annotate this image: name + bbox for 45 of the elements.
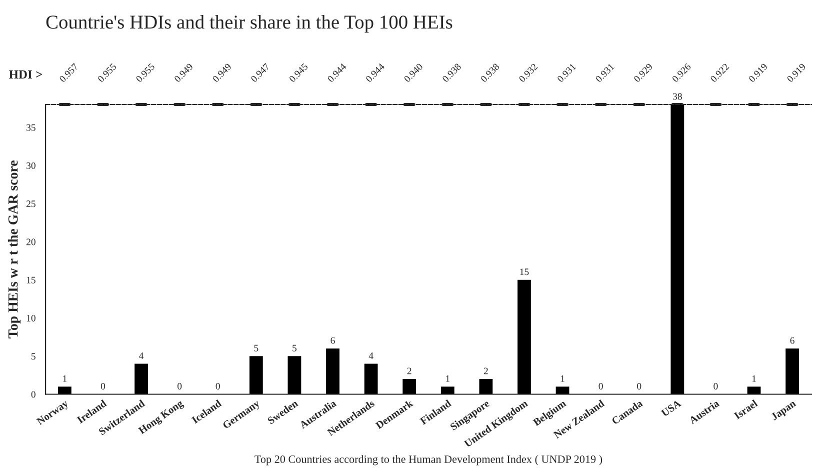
text: HDI >	[8, 70, 42, 79]
data-label: 0	[637, 382, 642, 390]
y-tick-label: 30	[26, 162, 36, 169]
bar	[58, 386, 72, 394]
data-label: 1	[63, 375, 67, 382]
bar	[440, 386, 454, 394]
bar	[786, 348, 799, 394]
data-label: 4	[139, 352, 144, 359]
data-label: 1	[560, 375, 564, 382]
data-label: 2	[407, 368, 412, 374]
bar	[364, 364, 378, 394]
data-label: 1	[446, 375, 450, 382]
data-label: 0	[598, 382, 603, 390]
y-tick-label: 20	[26, 238, 36, 246]
data-label: 2	[484, 368, 488, 374]
y-tick-label: 25	[26, 200, 36, 208]
y-tick-label: 0	[31, 391, 36, 398]
bar	[479, 379, 493, 394]
bar	[402, 379, 416, 394]
data-label: 0	[714, 382, 718, 390]
bar	[518, 280, 531, 394]
data-label: 0	[178, 382, 182, 390]
y-tick-label: 35	[26, 124, 36, 131]
y-tick-label: 10	[26, 314, 36, 322]
data-label: 15	[520, 268, 529, 276]
bar	[134, 364, 148, 394]
data-label: 1	[752, 375, 756, 382]
data-label: 6	[790, 337, 794, 344]
x-tick-label: USA	[660, 399, 682, 417]
x-axis-title: Top 20 Countries according to the Human Development Index ( UNDP 2019 )	[254, 455, 602, 466]
y-tick-label: 5	[32, 353, 36, 360]
data-label: 5	[254, 344, 258, 352]
bar	[288, 356, 302, 394]
data-label: 0	[216, 382, 220, 390]
data-label: 4	[368, 352, 374, 359]
bar	[326, 348, 340, 394]
data-label: 38	[673, 93, 682, 100]
data-label: 0	[100, 382, 106, 390]
y-tick-label: 15	[26, 276, 36, 284]
data-label: 5	[292, 344, 297, 352]
chart-title: Countrie's HDIs and their share in the Top 100 HEIs	[46, 15, 452, 33]
data-label: 6	[330, 337, 335, 344]
bar	[249, 356, 263, 394]
y-axis-title: Top HEIs w r t the GAR score	[8, 160, 21, 338]
bar	[670, 104, 684, 394]
